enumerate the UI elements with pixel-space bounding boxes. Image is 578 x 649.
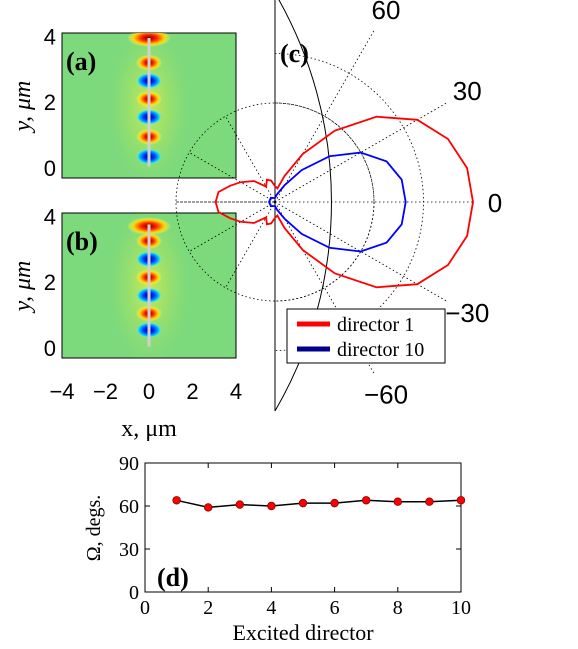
b-ytick-label: 4 [44,204,56,229]
panel-d-ylabel: Ω, degs. [83,495,105,562]
panel-d-axes [144,462,462,593]
polar-grid-spoke [189,201,276,252]
panel-a-yticks: 0 2 4 [44,24,56,181]
polar-angle-labels: 60 30 0 −30 −60 [364,0,502,409]
polar-angle-label: −60 [364,379,408,409]
panel-b-xtick-label: 0 [143,379,155,404]
panel-b-xtick-label: 2 [186,379,198,404]
polar-grid-spoke [274,30,375,203]
panel-d-xtick-label: 8 [393,597,403,619]
panel-d-point [298,498,308,508]
panel-d-xtick-label: 2 [203,597,213,619]
panel-d-ticks: 0 2 4 6 8 10 0 30 60 90 [119,453,471,619]
panel-d-xtick-label: 6 [330,597,340,619]
panel-b-xtick-label: 4 [230,379,242,404]
panel-d-xlabel: Excited director [232,620,374,645]
panel-b-label: (b) [66,227,98,256]
panel-d-ytick-label: 30 [119,539,139,561]
panel-d-xtick-label: 4 [266,597,276,619]
panel-d-series [172,496,466,512]
panel-b-xtick-label: −2 [93,379,118,404]
panel-d-point [330,498,339,508]
panel-d-point [203,503,213,512]
panel-b: (b) y, μm 0 2 4 −4 −2 0 2 4 x, μm [10,204,242,442]
a-ytick-label: 4 [44,24,56,49]
b-ytick-label: 0 [44,336,56,361]
panel-a-field [109,33,189,178]
legend-label-director-1: director 1 [337,314,414,336]
panel-b-xlabel: x, μm [121,416,177,442]
panel-b-xticks: −4 −2 0 2 4 [49,379,242,404]
panel-a: (a) y, μm 0 2 4 [10,24,237,181]
polar-grid-spoke [189,152,276,203]
polar-angle-label: 30 [453,76,482,106]
panel-a-ylabel: y, μm [10,81,36,134]
panel-d-point [267,501,276,511]
panel-d-point [235,500,244,509]
a-ytick-label: 0 [44,156,56,181]
panel-d-point [393,497,402,506]
polar-series-director-1 [214,115,474,289]
panel-b-yticks: 0 2 4 [44,204,56,361]
panel-d-point [456,496,466,505]
panel-d-point [362,496,371,505]
polar-grid-circle [175,102,375,302]
panel-a-label: (a) [66,47,96,76]
panel-b-ylabel: y, μm [10,261,36,314]
panel-d: 0 2 4 6 8 10 0 30 60 90 (d) Ω, degs. Excited dire… [83,453,471,645]
panel-d-point [172,496,181,505]
polar-series-director-10 [268,151,407,253]
polar-series [214,115,474,289]
panel-c: 60 30 0 −30 −60 (c) director 1 director 10 [175,0,502,412]
panel-d-series-line [176,499,462,509]
panel-b-field [109,213,189,358]
panel-d-point [425,497,434,506]
polar-angle-label: 60 [372,0,401,25]
panel-c-label: (c) [280,39,309,68]
polar-grid-ring [274,53,424,351]
panel-d-ytick-label: 60 [119,496,139,518]
b-ytick-label: 2 [44,270,56,295]
panel-d-ytick-label: 90 [119,453,139,475]
polar-legend: director 1 director 10 [286,308,446,364]
legend-box [286,308,446,364]
panel-d-label: (d) [157,563,189,592]
a-ytick-label: 2 [44,90,56,115]
panel-d-ytick-label: 0 [129,582,139,604]
panel-d-xtick-label: 0 [140,597,150,619]
panel-b-xtick-label: −4 [49,379,74,404]
panel-d-xtick-label: 10 [451,597,471,619]
polar-angle-label: −30 [445,298,489,328]
polar-angle-label: 0 [488,188,502,218]
legend-label-director-10: director 10 [337,339,424,361]
